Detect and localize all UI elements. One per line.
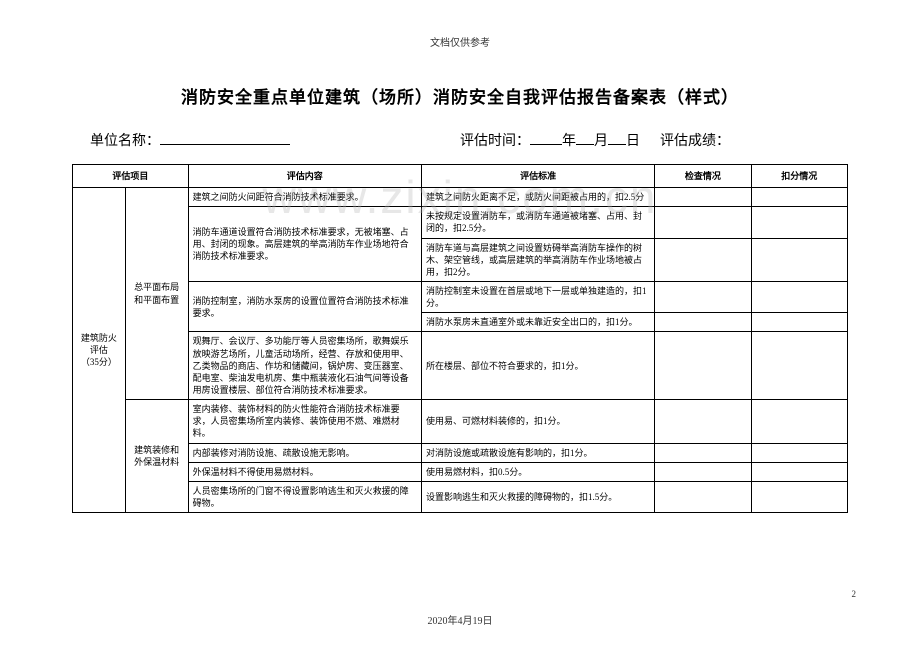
table-row: 消防车通道设置符合消防技术标准要求，无被堵塞、占用、封闭的现象。高层建筑的举高消… (73, 207, 848, 238)
content-cell: 外保温材料不得使用易燃材料。 (188, 462, 421, 481)
table-header-row: 评估项目 评估内容 评估标准 检查情况 扣分情况 (73, 165, 848, 188)
check-cell (655, 207, 751, 238)
deduct-cell (751, 188, 847, 207)
category-name: 建筑防火评估 (81, 333, 117, 355)
time-label-text: 评估时间： (460, 134, 530, 149)
deduct-cell (751, 481, 847, 512)
check-cell (655, 238, 751, 281)
table-row: 人员密集场所的门窗不得设置影响逃生和灭火救援的障碍物。 设置影响逃生和灭火救援的… (73, 481, 848, 512)
th-content: 评估内容 (188, 165, 421, 188)
table-row: 外保温材料不得使用易燃材料。 使用易燃材料，扣0.5分。 (73, 462, 848, 481)
content-cell: 建筑之间防火间距符合消防技术标准要求。 (188, 188, 421, 207)
table-row: 内部装修对消防设施、疏散设施无影响。 对消防设施或疏散设施有影响的，扣1分。 (73, 443, 848, 462)
day-suffix: 日 (626, 134, 640, 149)
unit-label-text: 单位名称： (90, 134, 160, 149)
check-cell (655, 462, 751, 481)
th-check: 检查情况 (655, 165, 751, 188)
table-row: 建筑防火评估 （35分） 总平面布局和平面布置 建筑之间防火间距符合消防技术标准… (73, 188, 848, 207)
assessment-table: 评估项目 评估内容 评估标准 检查情况 扣分情况 建筑防火评估 （35分） 总平… (72, 164, 848, 513)
standard-cell: 消防车道与高层建筑之间设置妨碍举高消防车操作的树木、架空管线，或高层建筑的举高消… (421, 238, 654, 281)
content-cell: 内部装修对消防设施、疏散设施无影响。 (188, 443, 421, 462)
check-cell (655, 281, 751, 312)
deduct-cell (751, 462, 847, 481)
time-label: 评估时间： 年 月 日 (460, 130, 640, 150)
th-deduct: 扣分情况 (751, 165, 847, 188)
standard-cell: 使用易、可燃材料装修的，扣1分。 (421, 400, 654, 443)
year-suffix: 年 (562, 134, 576, 149)
deduct-cell (751, 238, 847, 281)
deduct-cell (751, 281, 847, 312)
deduct-cell (751, 443, 847, 462)
standard-cell: 所在楼层、部位不符合要求的，扣1分。 (421, 332, 654, 400)
content-cell: 消防车通道设置符合消防技术标准要求，无被堵塞、占用、封闭的现象。高层建筑的举高消… (188, 207, 421, 282)
year-blank (530, 131, 562, 145)
check-cell (655, 188, 751, 207)
meta-line: 单位名称： 评估时间： 年 月 日 评估成绩： (90, 130, 830, 150)
footer-date: 2020年4月19日 (0, 612, 920, 627)
unit-blank (160, 131, 290, 145)
check-cell (655, 481, 751, 512)
content-cell: 人员密集场所的门窗不得设置影响逃生和灭火救援的障碍物。 (188, 481, 421, 512)
day-blank (608, 131, 626, 145)
th-item: 评估项目 (73, 165, 189, 188)
standard-cell: 使用易燃材料，扣0.5分。 (421, 462, 654, 481)
page-number: 2 (852, 589, 857, 599)
deduct-cell (751, 400, 847, 443)
standard-cell: 建筑之间防火距离不足，或防火间距被占用的，扣2.5分 (421, 188, 654, 207)
category-cell: 建筑防火评估 （35分） (73, 188, 126, 513)
month-blank (576, 131, 594, 145)
check-cell (655, 332, 751, 400)
standard-cell: 消防控制室未设置在首层或地下一层或单独建造的，扣1分。 (421, 281, 654, 312)
deduct-cell (751, 332, 847, 400)
check-cell (655, 400, 751, 443)
standard-cell: 消防水泵房未直通室外或未靠近安全出口的，扣1分。 (421, 313, 654, 332)
table-row: 消防控制室，消防水泵房的设置位置符合消防技术标准要求。 消防控制室未设置在首层或… (73, 281, 848, 312)
standard-cell: 未按规定设置消防车，或消防车通道被堵塞、占用、封闭的，扣2.5分。 (421, 207, 654, 238)
standard-cell: 设置影响逃生和灭火救援的障碍物的，扣1.5分。 (421, 481, 654, 512)
content-cell: 消防控制室，消防水泵房的设置位置符合消防技术标准要求。 (188, 281, 421, 331)
category-points: （35分） (81, 357, 117, 367)
th-standard: 评估标准 (421, 165, 654, 188)
deduct-cell (751, 207, 847, 238)
header-note: 文档仅供参考 (0, 0, 920, 49)
deduct-cell (751, 313, 847, 332)
table-row: 建筑装修和外保温材料 室内装修、装饰材料的防火性能符合消防技术标准要求，人员密集… (73, 400, 848, 443)
content-cell: 观舞厅、会议厅、多功能厅等人员密集场所，歌舞娱乐放映游艺场所，儿童活动场所，经营… (188, 332, 421, 400)
subcat-2: 建筑装修和外保温材料 (125, 400, 188, 513)
check-cell (655, 443, 751, 462)
unit-label: 单位名称： (90, 130, 290, 150)
month-suffix: 月 (594, 134, 608, 149)
content-cell: 室内装修、装饰材料的防火性能符合消防技术标准要求，人员密集场所室内装修、装饰使用… (188, 400, 421, 443)
check-cell (655, 313, 751, 332)
table-wrap: 评估项目 评估内容 评估标准 检查情况 扣分情况 建筑防火评估 （35分） 总平… (72, 164, 848, 513)
page-title: 消防安全重点单位建筑（场所）消防安全自我评估报告备案表（样式） (0, 83, 920, 108)
subcat-1: 总平面布局和平面布置 (125, 188, 188, 400)
table-row: 观舞厅、会议厅、多功能厅等人员密集场所，歌舞娱乐放映游艺场所，儿童活动场所，经营… (73, 332, 848, 400)
standard-cell: 对消防设施或疏散设施有影响的，扣1分。 (421, 443, 654, 462)
score-label: 评估成绩： (660, 130, 730, 150)
